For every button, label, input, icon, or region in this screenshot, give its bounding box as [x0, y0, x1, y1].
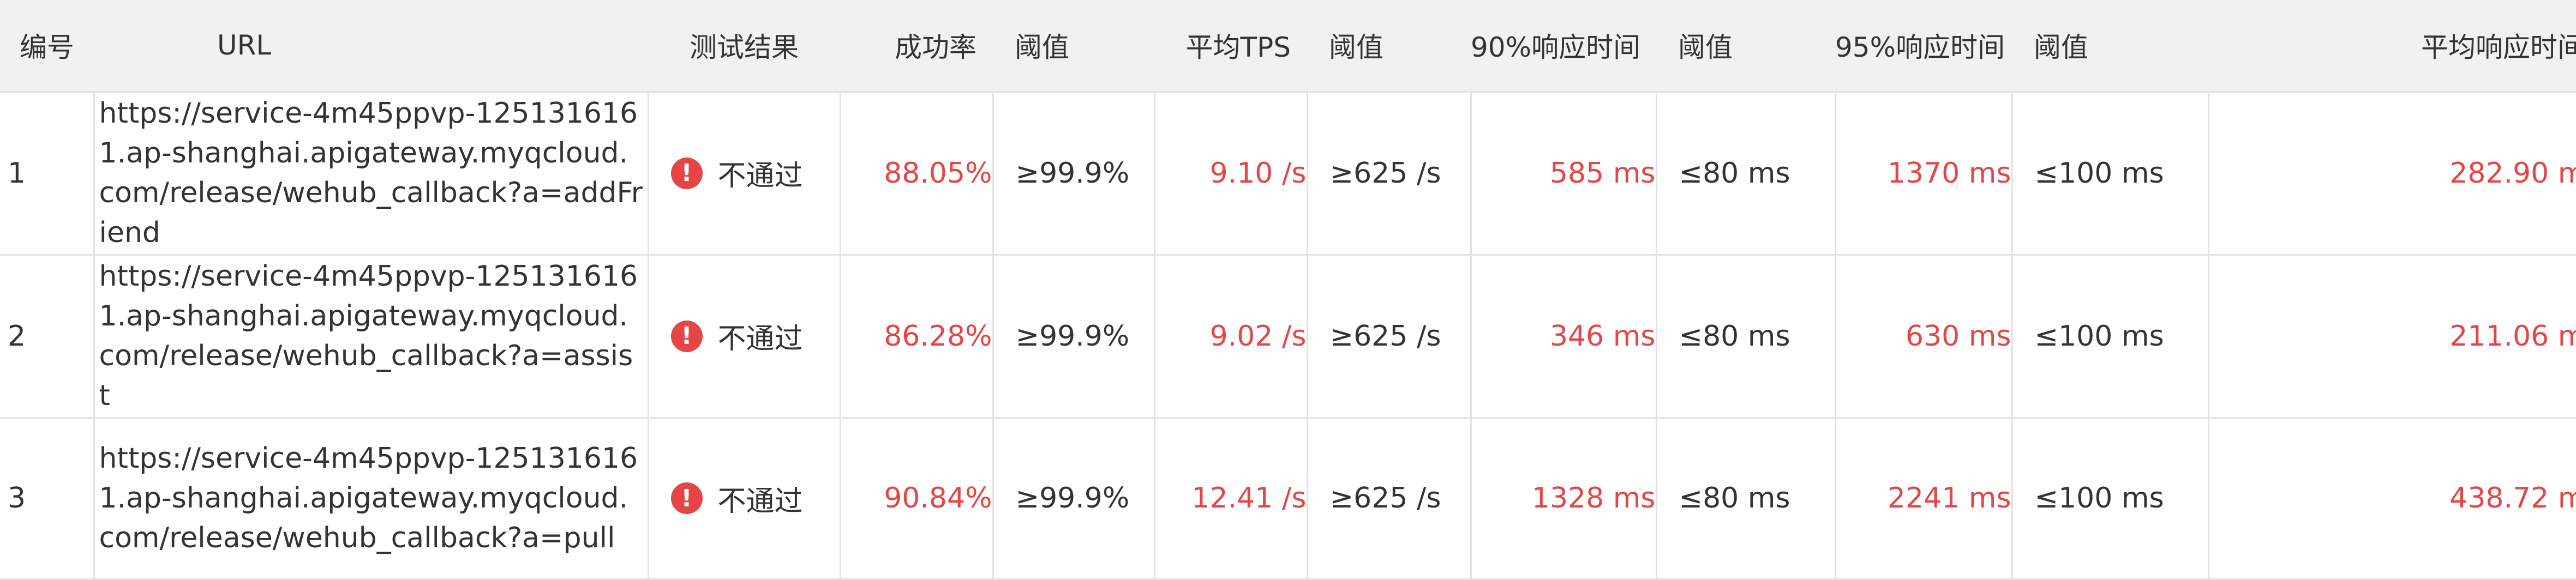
success-rate-cell: 88.05% [839, 90, 994, 256]
header-url: URL [94, 0, 648, 92]
avg-rt-value: 438.72 ms [2449, 482, 2576, 515]
p95-threshold-cell: ≤100 ms [2011, 253, 2209, 419]
p95-threshold-cell: ≤100 ms [2011, 416, 2209, 580]
success-threshold-cell: ≥99.9% [992, 253, 1155, 419]
error-icon: ! [670, 482, 703, 515]
avg-rt-value: 211.06 ms [2449, 319, 2576, 353]
p95-threshold-cell: ≤100 ms [2011, 90, 2209, 256]
header-p90-threshold: 阈值 [1656, 0, 1835, 92]
row-number: 1 [0, 90, 95, 256]
avg-rt-value: 282.90 ms [2449, 156, 2576, 190]
header-p90: 90%响应时间 [1471, 0, 1656, 92]
tps-threshold-value: ≥625 /s [1329, 156, 1441, 190]
success-rate-cell: 90.84% [839, 416, 994, 580]
header-p95-threshold: 阈值 [2012, 0, 2208, 92]
p95-threshold-value: ≤100 ms [2034, 482, 2164, 515]
p95-cell: 630 ms [1834, 253, 2013, 419]
p90-cell: 346 ms [1470, 253, 1657, 419]
tps-threshold-value: ≥625 /s [1329, 319, 1441, 353]
header-row: 编号 URL 测试结果 成功率 阈值 平均TPS 阈值 90%响应时间 阈值 9… [0, 0, 2576, 92]
table-row: 2 https://service-4m45ppvp-1251316161.ap… [0, 253, 2576, 419]
p90-value: 346 ms [1549, 319, 1656, 353]
success-rate-cell: 86.28% [839, 253, 994, 419]
p95-threshold-value: ≤100 ms [2034, 319, 2164, 353]
error-icon: ! [670, 320, 703, 352]
success-threshold-value: ≥99.9% [1015, 482, 1130, 515]
avg-rt-cell: 211.06 ms [2207, 253, 2576, 419]
p90-cell: 1328 ms [1470, 416, 1657, 580]
tps-threshold-value: ≥625 /s [1329, 482, 1441, 515]
row-result: ! 不通过 [647, 90, 841, 256]
header-tps-threshold: 阈值 [1307, 0, 1471, 92]
avg-tps-cell: 12.41 /s [1153, 416, 1308, 580]
success-threshold-value: ≥99.9% [1015, 156, 1130, 190]
p90-threshold-cell: ≤80 ms [1655, 90, 1836, 256]
tps-threshold-cell: ≥625 /s [1306, 416, 1472, 580]
p90-threshold-value: ≤80 ms [1679, 482, 1790, 515]
p90-threshold-value: ≤80 ms [1679, 319, 1790, 353]
avg-tps-value: 9.02 /s [1209, 319, 1307, 353]
header-avg-tps: 平均TPS [1154, 0, 1307, 92]
p95-cell: 2241 ms [1834, 416, 2013, 580]
p90-cell: 585 ms [1470, 90, 1657, 256]
avg-tps-value: 12.41 /s [1191, 482, 1307, 515]
p95-value: 2241 ms [1887, 482, 2011, 515]
header-num: 编号 [0, 0, 94, 92]
avg-rt-cell: 282.90 ms [2207, 90, 2576, 256]
avg-tps-value: 9.10 /s [1209, 156, 1307, 190]
row-number: 3 [0, 416, 95, 580]
header-p95: 95%响应时间 [1835, 0, 2012, 92]
success-threshold-cell: ≥99.9% [992, 416, 1155, 580]
header-success-threshold: 阈值 [993, 0, 1154, 92]
header-avg-rt: 平均响应时间 [2208, 0, 2576, 92]
table-row: 3 https://service-4m45ppvp-1251316161.ap… [0, 416, 2576, 580]
avg-tps-cell: 9.10 /s [1153, 90, 1308, 256]
row-url: https://service-4m45ppvp-1251316161.ap-s… [93, 90, 649, 256]
header-result: 测试结果 [648, 0, 840, 92]
result-label: 不通过 [717, 323, 803, 356]
success-threshold-cell: ≥99.9% [992, 90, 1155, 256]
p90-value: 1328 ms [1531, 482, 1656, 515]
error-icon: ! [670, 157, 703, 189]
success-rate-value: 88.05% [884, 156, 992, 190]
table-row: 1 https://service-4m45ppvp-1251316161.ap… [0, 90, 2576, 256]
success-rate-value: 86.28% [884, 319, 992, 353]
p95-cell: 1370 ms [1834, 90, 2013, 256]
result-label: 不通过 [717, 485, 803, 518]
avg-rt-cell: 438.72 ms [2207, 416, 2576, 580]
p90-value: 585 ms [1549, 156, 1656, 190]
tps-threshold-cell: ≥625 /s [1306, 253, 1472, 419]
p95-threshold-value: ≤100 ms [2034, 156, 2164, 190]
p90-threshold-cell: ≤80 ms [1655, 416, 1836, 580]
row-url: https://service-4m45ppvp-1251316161.ap-s… [93, 416, 649, 580]
header-success-rate: 成功率 [840, 0, 993, 92]
result-label: 不通过 [717, 160, 803, 193]
success-threshold-value: ≥99.9% [1015, 319, 1130, 353]
success-rate-value: 90.84% [884, 482, 992, 515]
p95-value: 1370 ms [1887, 156, 2011, 190]
p90-threshold-cell: ≤80 ms [1655, 253, 1836, 419]
p95-value: 630 ms [1905, 319, 2011, 353]
avg-tps-cell: 9.02 /s [1153, 253, 1308, 419]
row-result: ! 不通过 [647, 253, 841, 419]
row-url: https://service-4m45ppvp-1251316161.ap-s… [93, 253, 649, 419]
row-result: ! 不通过 [647, 416, 841, 580]
table-header: 编号 URL 测试结果 成功率 阈值 平均TPS 阈值 90%响应时间 阈值 9… [0, 0, 2576, 92]
table-body: 1 https://service-4m45ppvp-1251316161.ap… [0, 90, 2576, 580]
p90-threshold-value: ≤80 ms [1679, 156, 1790, 190]
tps-threshold-cell: ≥625 /s [1306, 90, 1472, 256]
row-number: 2 [0, 253, 95, 419]
